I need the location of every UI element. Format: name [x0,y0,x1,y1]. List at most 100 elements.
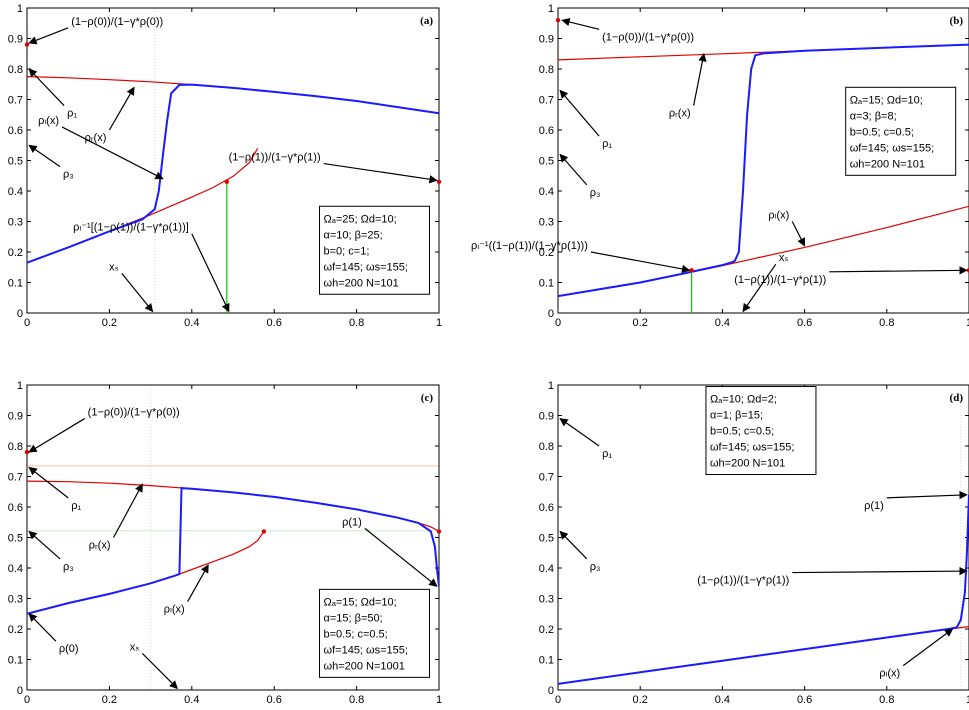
x-tick-label: 0.4 [184,317,199,329]
annotation-arrow [792,566,968,576]
data-point [24,42,30,47]
annotation-arrow [559,530,588,560]
series-group [558,43,969,313]
x-tick-label: 0.4 [715,317,730,329]
annotation-label: ρ₃ [63,169,74,181]
annotation-label: ρ₁ [71,500,81,512]
panel-label: (a) [420,15,433,27]
annotation-label: ρ₃ [590,187,601,199]
annotation-label: ρₗ(x) [164,604,185,616]
x-tick-label: 0.8 [349,317,364,329]
y-tick-label: 1 [17,380,23,392]
annotation-label: ρₗ(x) [879,668,900,680]
annotation-arrow [561,17,600,30]
annotation-arrow [364,527,438,587]
data-point [224,179,230,185]
y-tick-label: 0.3 [8,217,23,229]
x-tick-label: 1 [966,694,969,706]
y-tick-label: 0.2 [8,247,23,259]
y-tick-label: 0.3 [539,594,554,606]
annotation-label: ρ₃ [590,561,601,573]
annotation-arrow [559,89,600,137]
y-tick-label: 0.3 [539,217,554,229]
y-tick-label: 0.1 [539,278,554,290]
data-point [261,529,267,534]
y-tick-label: 0.3 [8,594,23,606]
annotation-label: ρ(1) [864,500,884,512]
annotation-arrow [28,613,57,642]
annotation-label: (1−ρ(0))/(1−γ*ρ(0)) [88,407,180,419]
parameter-line: α=3; β=8; [850,110,897,122]
annotation-arrow [141,652,178,690]
parameter-line: Ωₐ=15; Ωd=10; [324,596,397,608]
parameter-line: Ωₐ=15; Ωd=10; [850,94,923,106]
annotation-arrow [121,272,154,313]
x-tick-label: 1 [436,694,442,706]
parameter-line: ωf=145; ωs=155; [324,644,408,656]
y-tick-label: 0 [548,685,554,697]
parameter-line: α=15; β=50; [324,612,383,624]
x-tick-label: 0.6 [267,694,282,706]
parameter-box [845,86,957,176]
annotation-arrow [191,233,230,313]
annotation-arrow [742,263,777,313]
annotation-label: ρₗ(x) [38,115,59,127]
series-group [27,76,439,313]
annotation-label: (1−ρ(1))/(1−γ*ρ(1)) [697,575,789,587]
y-tick-label: 0.7 [539,472,554,484]
annotation-label: xₛ [130,641,140,653]
x-tick-label: 0.8 [879,694,894,706]
x-tick-label: 0.4 [715,694,730,706]
data-point [436,529,442,534]
annotation-label: ρ₃ [63,561,74,573]
annotation-arrow [886,490,968,500]
y-tick-label: 0.7 [8,472,23,484]
annotation-label: xₛ [109,261,119,273]
y-tick-label: 0.8 [8,64,23,76]
y-tick-label: 0.6 [539,125,554,137]
x-tick-label: 0.2 [102,694,117,706]
series-line-0 [27,76,439,114]
parameter-line: ωh=200 N=1001 [324,660,405,672]
annotation-label: (1−ρ(1))/(1−γ*ρ(1)) [734,274,826,286]
parameter-box [319,205,431,295]
x-tick-label: 0.8 [349,694,364,706]
panel-a: 0 0.2 0.4 0.6 0.8 1 0 0.1 0.2 0.3 0.4 0.5 0.6 0.7 0.8 0… [8,3,442,329]
y-tick-label: 0.1 [539,655,554,667]
x-tick-label: 0 [24,317,30,329]
parameter-line: Ωₐ=10; Ωd=2; [710,394,777,406]
y-tick-label: 0.7 [8,95,23,107]
series-line-0 [27,480,439,532]
annotation-arrow [28,466,69,499]
data-point [689,268,694,273]
annotation-label: ρₗ⁻¹[(1−ρ(1))/(1−γ*ρ(1))] [73,222,189,234]
x-tick-label: 1 [966,317,969,329]
parameter-line: b=0; c=1; [324,245,370,257]
y-tick-label: 0.9 [539,34,554,46]
annotation-arrow [28,144,61,168]
x-tick-label: 0 [555,694,561,706]
parameter-line: Ωₐ=25; Ωd=10; [324,213,397,225]
annotation-arrow [112,483,143,538]
y-tick-label: 0.6 [539,502,554,514]
x-tick-label: 0.6 [797,317,812,329]
y-tick-label: 0.8 [8,441,23,453]
y-tick-label: 0 [548,308,554,320]
y-tick-label: 0.8 [539,64,554,76]
y-tick-label: 0.8 [539,441,554,453]
annotation-arrow [187,564,209,602]
panel-label: (b) [950,15,964,27]
panel-label: (d) [950,392,964,404]
annotation-arrow [323,162,438,184]
annotation-label: ρₗ⁻¹((1−ρ(1))/(1−γ*ρ(1))) [471,240,588,252]
annotation-label: ρ₁ [602,138,612,150]
y-tick-label: 0 [17,685,23,697]
y-tick-label: 0.2 [539,624,554,636]
y-tick-label: 0.9 [8,411,23,423]
annotation-arrow [61,126,164,180]
data-point [24,449,30,455]
data-point [436,179,442,185]
panel-d: 0 0.2 0.4 0.6 0.8 1 0 0.1 0.2 0.3 0.4 0.5 0.6 0.7 0.8 0… [539,380,969,706]
series-line-1 [558,494,969,685]
annotation-arrow [902,628,954,667]
